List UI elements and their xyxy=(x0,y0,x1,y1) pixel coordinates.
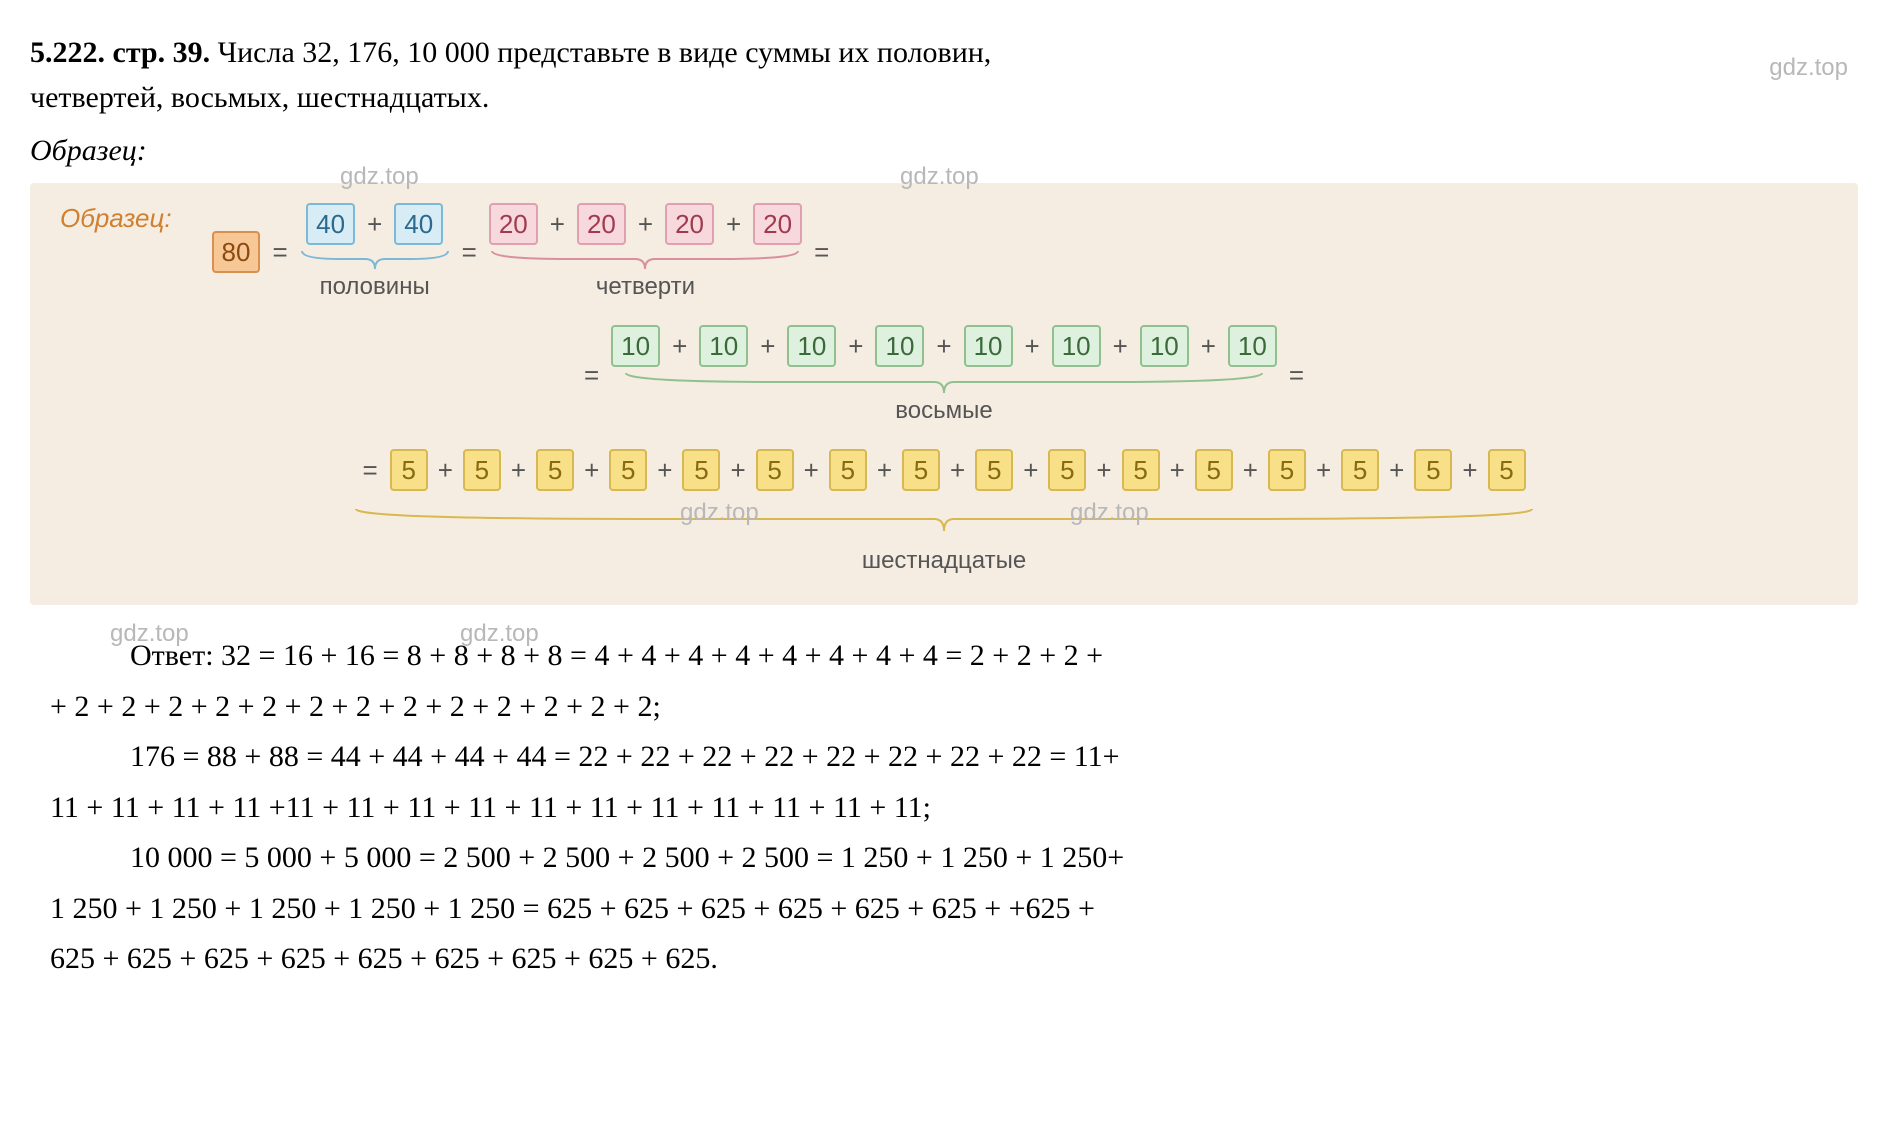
equation-row-3: = 5 +5 +5 +5 +5 +5 +5 +5 +5 +5 +5 +5 +5 +5 +5 +5 gdz.to… xyxy=(60,449,1828,575)
equals-sign: = xyxy=(272,237,287,268)
plus-sign: + xyxy=(638,209,653,240)
eighth-box: 10 xyxy=(787,325,836,367)
answer-block: gdz.top gdz.top Ответ: 32 = 16 + 16 = 8 … xyxy=(30,633,1858,983)
plus-sign: + xyxy=(936,331,951,362)
eighth-box: 10 xyxy=(1140,325,1189,367)
watermark-ans-1: gdz.top xyxy=(110,615,189,652)
brace-quarters xyxy=(490,249,800,271)
problem-text-1: Числа 32, 176, 10 000 представьте в виде… xyxy=(210,36,991,69)
watermark-ans-2: gdz.top xyxy=(460,615,539,652)
plus-sign: + xyxy=(1316,455,1331,486)
equals-sign: = xyxy=(1289,360,1304,391)
half-box: 40 xyxy=(394,203,443,245)
eighth-box: 10 xyxy=(875,325,924,367)
plus-sign: + xyxy=(672,331,687,362)
sixteenth-box: 5 xyxy=(1122,449,1160,491)
sixteenth-box: 5 xyxy=(1195,449,1233,491)
sixteenth-box: 5 xyxy=(902,449,940,491)
problem-number: 5.222. стр. 39. xyxy=(30,36,210,69)
plus-sign: + xyxy=(848,331,863,362)
start-value-box: 80 xyxy=(212,231,261,273)
example-box-label: Образец: xyxy=(60,203,172,234)
equals-sign: = xyxy=(462,237,477,268)
eighth-box: 10 xyxy=(1052,325,1101,367)
sixteenth-box: 5 xyxy=(829,449,867,491)
sixteenth-box: 5 xyxy=(1341,449,1379,491)
answer-line: 176 = 88 + 88 = 44 + 44 + 44 + 44 = 22 +… xyxy=(50,734,1818,781)
sixteenth-box: 5 xyxy=(1268,449,1306,491)
plus-sign: + xyxy=(1243,455,1258,486)
half-box: 40 xyxy=(306,203,355,245)
brace-eighths xyxy=(624,371,1264,395)
answer-line: 10 000 = 5 000 + 5 000 = 2 500 + 2 500 +… xyxy=(50,835,1818,882)
sixteenth-box: 5 xyxy=(1414,449,1452,491)
problem-text-2: четвертей, восьмых, шестнадцатых. xyxy=(30,81,489,114)
plus-sign: + xyxy=(730,455,745,486)
answer-line: 11 + 11 + 11 + 11 +11 + 11 + 11 + 11 + 1… xyxy=(50,785,1818,832)
brace-sixteenths xyxy=(354,507,1534,533)
equation-row-1: 80 = 40 + 40 половины = 20 + xyxy=(212,203,830,301)
answer-line: 625 + 625 + 625 + 625 + 625 + 625 + 625 … xyxy=(50,936,1818,983)
plus-sign: + xyxy=(584,455,599,486)
sixteenths-label: шестнадцатые xyxy=(862,547,1026,575)
plus-sign: + xyxy=(760,331,775,362)
plus-sign: + xyxy=(550,209,565,240)
plus-sign: + xyxy=(1113,331,1128,362)
brace-halves xyxy=(300,249,450,271)
plus-sign: + xyxy=(804,455,819,486)
plus-sign: + xyxy=(438,455,453,486)
plus-sign: + xyxy=(1023,455,1038,486)
eighths-group: 10 +10 +10 +10 +10 +10 +10 +10 восьмые xyxy=(611,325,1277,425)
eighths-label: восьмые xyxy=(895,397,992,425)
watermark-ex-3: gdz.top xyxy=(680,499,759,527)
quarter-box: 20 xyxy=(753,203,802,245)
plus-sign: + xyxy=(1096,455,1111,486)
halves-label: половины xyxy=(320,273,430,301)
plus-sign: + xyxy=(1170,455,1185,486)
plus-sign: + xyxy=(1025,331,1040,362)
equals-sign: = xyxy=(584,360,599,391)
plus-sign: + xyxy=(877,455,892,486)
sixteenth-box: 5 xyxy=(463,449,501,491)
sixteenth-box: 5 xyxy=(1488,449,1526,491)
eighth-box: 10 xyxy=(611,325,660,367)
answer-line: 1 250 + 1 250 + 1 250 + 1 250 + 1 250 = … xyxy=(50,886,1818,933)
halves-group: 40 + 40 половины xyxy=(300,203,450,301)
quarters-label: четверти xyxy=(596,273,695,301)
equation-row-2: = 10 +10 +10 +10 +10 +10 +10 +10 восьмые = xyxy=(60,325,1828,425)
plus-sign: + xyxy=(1201,331,1216,362)
quarter-box: 20 xyxy=(577,203,626,245)
eighth-box: 10 xyxy=(699,325,748,367)
watermark-ex-2: gdz.top xyxy=(900,163,979,191)
answer-line: + 2 + 2 + 2 + 2 + 2 + 2 + 2 + 2 + 2 + 2 … xyxy=(50,684,1818,731)
watermark-ex-1: gdz.top xyxy=(340,163,419,191)
equals-sign: = xyxy=(363,455,378,486)
eighth-box: 10 xyxy=(964,325,1013,367)
answer-line: Ответ: 32 = 16 + 16 = 8 + 8 + 8 + 8 = 4 … xyxy=(50,633,1818,680)
plus-sign: + xyxy=(726,209,741,240)
watermark-ex-4: gdz.top xyxy=(1070,499,1149,527)
sixteenth-box: 5 xyxy=(975,449,1013,491)
equals-sign: = xyxy=(814,237,829,268)
watermark-top-right: gdz.top xyxy=(1769,50,1848,86)
sixteenth-box: 5 xyxy=(390,449,428,491)
sixteenth-box: 5 xyxy=(682,449,720,491)
problem-statement: 5.222. стр. 39. Числа 32, 176, 10 000 пр… xyxy=(30,30,1858,120)
example-box: gdz.top gdz.top Образец: 80 = 40 + 40 по… xyxy=(30,183,1858,605)
quarters-group: 20 + 20 + 20 + 20 четверти xyxy=(489,203,802,301)
sixteenth-box: 5 xyxy=(1048,449,1086,491)
plus-sign: + xyxy=(1462,455,1477,486)
sixteenth-box: 5 xyxy=(609,449,647,491)
quarter-box: 20 xyxy=(665,203,714,245)
sixteenth-box: 5 xyxy=(536,449,574,491)
plus-sign: + xyxy=(367,209,382,240)
plus-sign: + xyxy=(657,455,672,486)
eighth-box: 10 xyxy=(1228,325,1277,367)
plus-sign: + xyxy=(511,455,526,486)
quarter-box: 20 xyxy=(489,203,538,245)
plus-sign: + xyxy=(1389,455,1404,486)
sixteenth-box: 5 xyxy=(756,449,794,491)
plus-sign: + xyxy=(950,455,965,486)
